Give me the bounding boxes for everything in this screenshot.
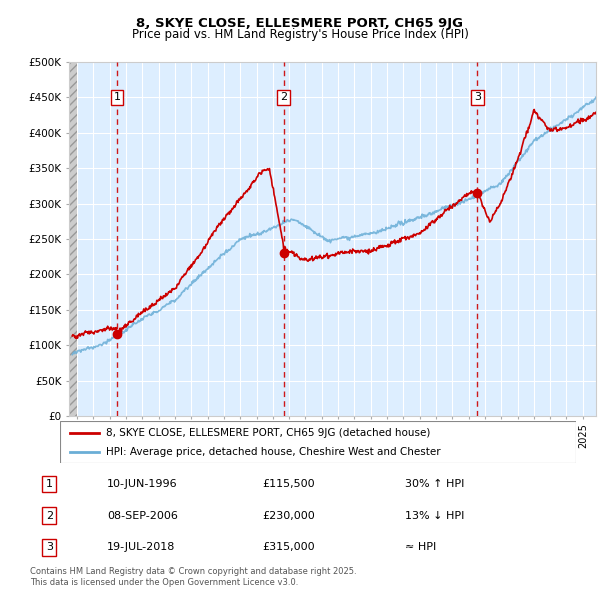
Text: 8, SKYE CLOSE, ELLESMERE PORT, CH65 9JG (detached house): 8, SKYE CLOSE, ELLESMERE PORT, CH65 9JG … (106, 428, 431, 438)
Text: £315,000: £315,000 (262, 542, 314, 552)
Text: 10-JUN-1996: 10-JUN-1996 (107, 479, 178, 489)
Text: 08-SEP-2006: 08-SEP-2006 (107, 511, 178, 520)
FancyBboxPatch shape (60, 421, 576, 463)
Text: £230,000: £230,000 (262, 511, 314, 520)
Text: 3: 3 (474, 93, 481, 102)
Text: 2: 2 (46, 511, 53, 520)
Text: 30% ↑ HPI: 30% ↑ HPI (406, 479, 465, 489)
Text: 13% ↓ HPI: 13% ↓ HPI (406, 511, 465, 520)
Text: ≈ HPI: ≈ HPI (406, 542, 437, 552)
Text: Contains HM Land Registry data © Crown copyright and database right 2025.
This d: Contains HM Land Registry data © Crown c… (30, 568, 356, 586)
Text: 8, SKYE CLOSE, ELLESMERE PORT, CH65 9JG: 8, SKYE CLOSE, ELLESMERE PORT, CH65 9JG (137, 17, 464, 30)
Text: Price paid vs. HM Land Registry's House Price Index (HPI): Price paid vs. HM Land Registry's House … (131, 28, 469, 41)
Text: 1: 1 (113, 93, 121, 102)
Text: 1: 1 (46, 479, 53, 489)
Text: 19-JUL-2018: 19-JUL-2018 (107, 542, 176, 552)
Bar (69, 62, 77, 416)
Text: 3: 3 (46, 542, 53, 552)
Text: £115,500: £115,500 (262, 479, 314, 489)
Text: 2: 2 (280, 93, 287, 102)
Text: HPI: Average price, detached house, Cheshire West and Chester: HPI: Average price, detached house, Ches… (106, 447, 441, 457)
